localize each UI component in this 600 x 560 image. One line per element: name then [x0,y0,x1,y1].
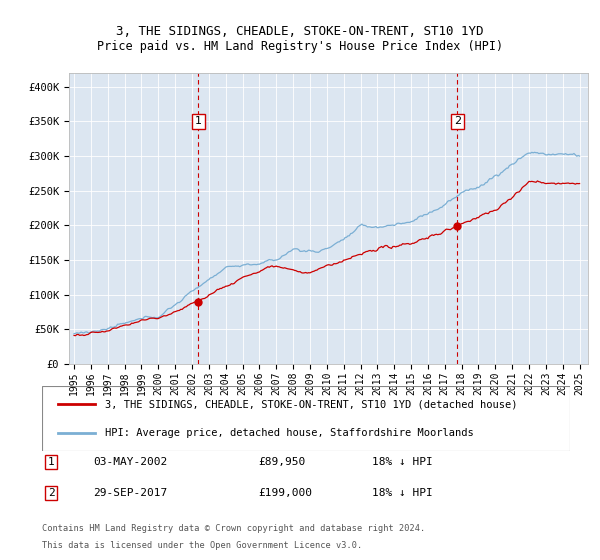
Text: £199,000: £199,000 [258,488,312,498]
Text: 1: 1 [47,457,55,467]
Text: £89,950: £89,950 [258,457,305,467]
Text: 03-MAY-2002: 03-MAY-2002 [93,457,167,467]
Text: Contains HM Land Registry data © Crown copyright and database right 2024.: Contains HM Land Registry data © Crown c… [42,524,425,533]
Text: 18% ↓ HPI: 18% ↓ HPI [372,488,433,498]
Text: 3, THE SIDINGS, CHEADLE, STOKE-ON-TRENT, ST10 1YD (detached house): 3, THE SIDINGS, CHEADLE, STOKE-ON-TRENT,… [106,399,518,409]
Text: This data is licensed under the Open Government Licence v3.0.: This data is licensed under the Open Gov… [42,541,362,550]
Text: HPI: Average price, detached house, Staffordshire Moorlands: HPI: Average price, detached house, Staf… [106,428,474,438]
Text: 29-SEP-2017: 29-SEP-2017 [93,488,167,498]
Text: 1: 1 [195,116,202,127]
Text: 18% ↓ HPI: 18% ↓ HPI [372,457,433,467]
Text: 3, THE SIDINGS, CHEADLE, STOKE-ON-TRENT, ST10 1YD: 3, THE SIDINGS, CHEADLE, STOKE-ON-TRENT,… [116,25,484,38]
Text: Price paid vs. HM Land Registry's House Price Index (HPI): Price paid vs. HM Land Registry's House … [97,40,503,53]
Text: 2: 2 [47,488,55,498]
Text: 2: 2 [454,116,461,127]
